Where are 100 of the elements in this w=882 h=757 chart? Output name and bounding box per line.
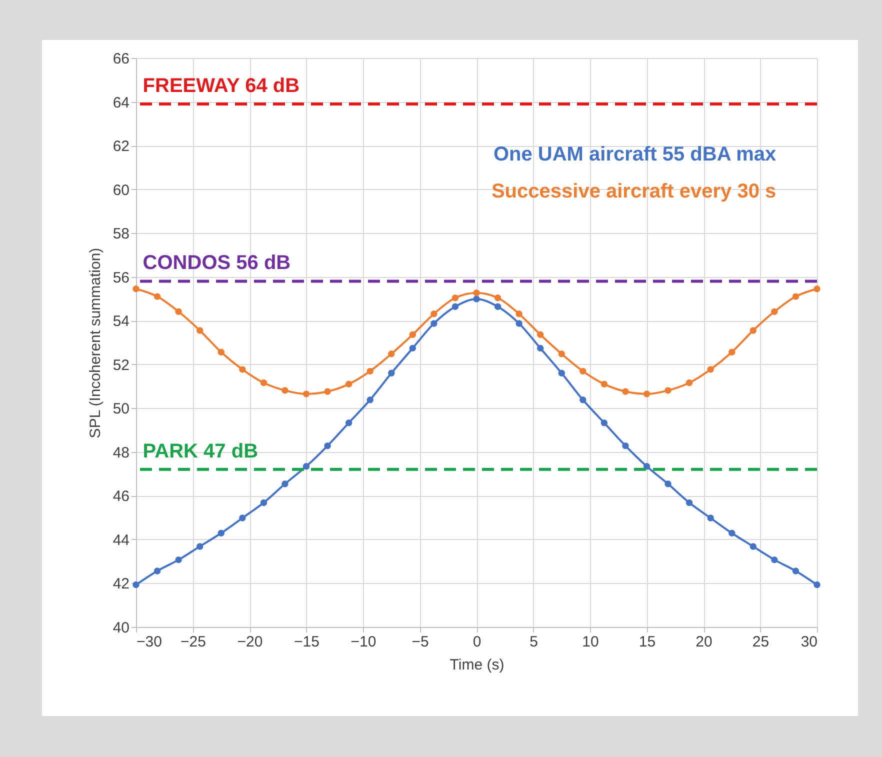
point: [771, 556, 778, 564]
y-tick-label: 54: [112, 313, 130, 330]
point: [324, 442, 331, 450]
text: One UAM aircraft 55 dBA max: [493, 144, 776, 166]
point: [750, 543, 757, 550]
x-tick-label: 5: [530, 634, 538, 650]
x-tick-label: 20: [696, 634, 712, 650]
point: [430, 320, 438, 327]
x-tick-label: 0: [472, 634, 482, 650]
point: [473, 289, 480, 296]
point: [686, 499, 693, 506]
point: [814, 581, 820, 588]
x-tick-label: −25: [180, 634, 206, 650]
point: [494, 303, 502, 310]
x-tick-label: −30: [136, 634, 162, 650]
point: [792, 293, 800, 300]
point: [388, 350, 395, 358]
point: [218, 348, 224, 356]
point: [622, 442, 629, 450]
ref-line-label: FREEWAY 64 dB: [142, 74, 300, 97]
point: [239, 514, 246, 522]
point: [622, 388, 629, 395]
point: [409, 331, 416, 338]
point: [132, 286, 140, 292]
point: [218, 530, 224, 536]
point: [282, 480, 288, 488]
point: [452, 294, 459, 302]
point: [260, 499, 268, 506]
y-tick-label: 64: [112, 94, 130, 112]
y-tick-label: 50: [112, 400, 130, 418]
point: [643, 463, 650, 470]
y-tick-label: 56: [112, 269, 130, 286]
point: [239, 366, 246, 373]
point: [175, 308, 182, 315]
point: [580, 368, 586, 375]
point: [175, 556, 182, 564]
x-tick-label: −20: [237, 634, 263, 650]
point: [707, 366, 714, 373]
point: [750, 327, 757, 334]
point: [302, 390, 310, 398]
point: [728, 530, 736, 536]
point: [643, 390, 650, 398]
point: [324, 388, 331, 395]
x-tick-label: −5: [412, 634, 429, 650]
point: [366, 368, 374, 375]
point: [536, 344, 544, 352]
x-tick-label: 25: [752, 634, 770, 650]
point: [558, 350, 565, 358]
ref-line-label: PARK 47 dB: [142, 440, 258, 462]
point: [686, 379, 693, 386]
point: [536, 331, 544, 338]
x-tick-label: −15: [294, 634, 320, 650]
point: [154, 293, 161, 300]
point: [196, 543, 204, 550]
y-tick-label: 40: [112, 620, 130, 636]
point: [600, 419, 608, 426]
ref-line-label: CONDOS 56 dB: [142, 252, 291, 274]
point: [366, 396, 374, 404]
x-axis-title: Time (s): [450, 656, 504, 674]
point: [728, 348, 736, 356]
point: [516, 320, 522, 327]
point: [345, 419, 352, 426]
point: [580, 396, 586, 404]
point: [600, 380, 608, 388]
y-tick-label: 44: [112, 532, 130, 549]
point: [516, 310, 522, 318]
x-tick-label: 15: [638, 634, 656, 650]
x-tick-label: 30: [800, 634, 818, 650]
point: [473, 296, 480, 302]
y-tick-label: 46: [112, 488, 130, 506]
y-axis-title: SPL (Incoherent summation): [86, 248, 104, 438]
y-tick-label: 48: [112, 444, 130, 462]
point: [814, 286, 820, 292]
x-tick-label: −10: [350, 634, 376, 650]
point: [409, 344, 416, 352]
point: [196, 327, 204, 334]
point: [430, 310, 438, 318]
point: [154, 568, 161, 574]
y-tick-label: 62: [112, 138, 130, 156]
point: [388, 370, 395, 376]
point: [771, 308, 778, 315]
point: [494, 294, 502, 302]
point: [452, 303, 459, 310]
point: [260, 379, 268, 386]
point: [282, 387, 288, 394]
point: [302, 463, 310, 470]
point: [707, 514, 714, 522]
point: [558, 370, 565, 376]
y-tick-label: 66: [112, 50, 130, 68]
x-tick-label: 10: [582, 634, 599, 650]
y-tick-label: 42: [112, 576, 130, 593]
y-tick-label: 58: [112, 226, 130, 243]
point: [664, 480, 672, 488]
y-tick-label: 60: [112, 182, 130, 199]
y-tick-label: 52: [112, 356, 130, 374]
point: [792, 568, 800, 574]
point: [664, 387, 672, 394]
point: [132, 581, 140, 588]
point: [345, 380, 352, 388]
text: Successive aircraft every 30 s: [491, 180, 776, 203]
